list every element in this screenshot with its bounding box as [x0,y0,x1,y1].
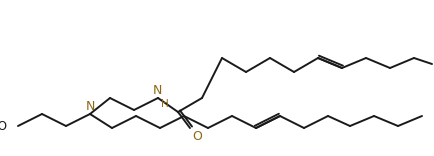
Text: O: O [191,130,201,143]
Text: H: H [161,99,168,109]
Text: N: N [85,100,95,113]
Text: HO: HO [0,119,8,132]
Text: N: N [152,84,161,97]
